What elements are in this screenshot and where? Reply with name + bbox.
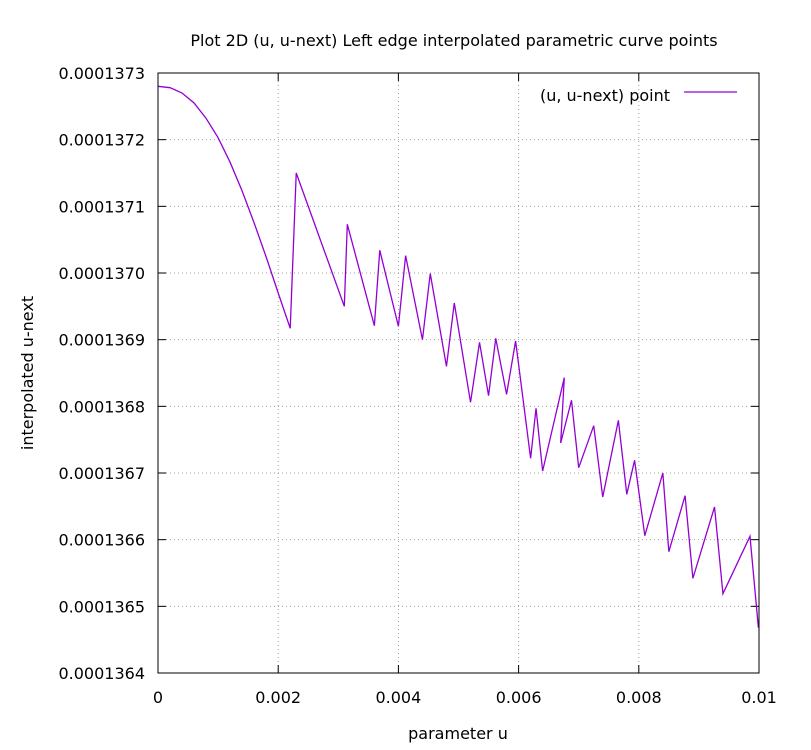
x-tick-label: 0.01 [741, 688, 777, 707]
x-tick-labels: 0 0.002 0.004 0.006 0.008 0.01 [153, 688, 777, 707]
y-axis-title: interpolated u-next [18, 296, 37, 450]
plot-frame [157, 72, 760, 674]
y-tick-label: 0.0001368 [58, 397, 145, 416]
series-layer [157, 85, 760, 628]
legend: (u, u-next) point [540, 86, 737, 105]
y-tick-label: 0.0001365 [58, 597, 145, 616]
legend-label: (u, u-next) point [540, 86, 670, 105]
grid [158, 73, 759, 673]
y-tick-label: 0.0001371 [58, 197, 145, 216]
x-tick-label: 0.004 [375, 688, 421, 707]
series-line [157, 85, 760, 628]
y-tick-label: 0.0001364 [58, 664, 145, 683]
ticks [157, 72, 760, 674]
x-tick-label: 0.006 [496, 688, 542, 707]
chart-title: Plot 2D (u, u-next) Left edge interpolat… [190, 31, 717, 50]
y-tick-label: 0.0001373 [58, 64, 145, 83]
y-tick-labels: 0.0001364 0.0001365 0.0001366 0.0001367 0.00… [58, 64, 145, 683]
y-tick-label: 0.0001370 [58, 264, 145, 283]
x-tick-label: 0.002 [255, 688, 301, 707]
x-axis-title: parameter u [408, 724, 508, 743]
y-tick-label: 0.0001372 [58, 131, 145, 150]
x-tick-label: 0 [153, 688, 163, 707]
y-tick-label: 0.0001366 [58, 531, 145, 550]
y-tick-label: 0.0001367 [58, 464, 145, 483]
y-tick-label: 0.0001369 [58, 331, 145, 350]
x-tick-label: 0.008 [616, 688, 662, 707]
